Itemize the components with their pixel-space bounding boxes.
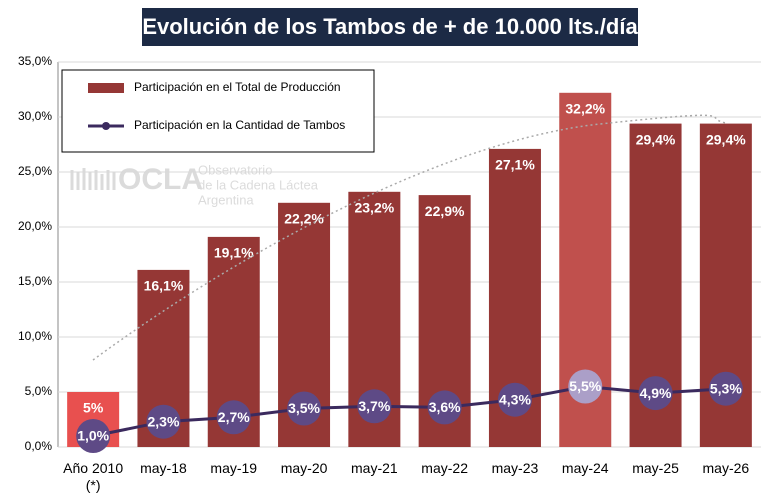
x-tick-label: may-25 [632,460,679,476]
y-tick-label: 35,0% [18,54,52,68]
watermark-line: de la Cadena Láctea [198,177,319,192]
legend-label: Participación en la Cantidad de Tambos [134,118,345,132]
marker [638,376,673,411]
line-value-label: 1,0% [77,428,109,444]
line-value-label: 4,9% [640,385,672,401]
bar-value-label: 22,2% [284,211,324,227]
x-tick-label: may-20 [280,460,328,476]
watermark-line: Argentina [198,192,254,207]
title-box [142,8,638,46]
watermark-line: Observatorio [198,162,272,177]
bar-value-label: 5% [83,400,104,416]
legend-swatch [88,83,124,93]
bar-value-label: 32,2% [565,101,605,117]
line-value-label: 3,5% [288,400,320,416]
line-value-label: 2,3% [147,413,179,429]
marker [497,382,532,417]
x-tick-label: may-22 [421,460,468,476]
watermark-logo: OCLA [118,163,203,196]
y-tick-label: 30,0% [18,109,52,123]
marker [708,371,743,406]
x-tick-label: may-23 [491,460,539,476]
bar-value-label: 29,4% [636,131,676,147]
line-value-label: 5,3% [710,380,742,396]
y-tick-label: 20,0% [18,219,52,233]
y-tick-label: 0,0% [25,439,53,453]
legend-marker [102,122,110,130]
line-value-label: 3,7% [358,398,390,414]
line-value-label: 3,6% [429,399,461,415]
bar-value-label: 22,9% [425,203,465,219]
watermark-icon [70,168,116,190]
bar-value-label: 16,1% [144,278,184,294]
trend-line [92,114,727,361]
x-tick-label: may-26 [702,460,750,476]
y-tick-label: 25,0% [18,164,52,178]
x-tick-label: may-19 [210,460,258,476]
marker [427,390,462,425]
marker [568,369,603,404]
y-tick-label: 5,0% [25,384,53,398]
x-tick-label: Año 2010 (*) [63,460,124,493]
watermark: OCLA Observatorio de la Cadena Láctea Ar… [70,162,319,207]
line-value-label: 2,7% [218,409,250,425]
x-tick-label: may-24 [561,460,609,476]
line [92,384,726,438]
bar-value-label: 23,2% [354,200,394,216]
marker [287,391,322,426]
bar-value-label: 27,1% [495,157,535,173]
marker [146,404,181,439]
y-tick-label: 10,0% [18,329,52,343]
line-value-label: 5,5% [569,378,601,394]
chart-title: Evolución de los Tambos de + de 10.000 l… [142,14,638,39]
line-value-label: 4,3% [499,391,531,407]
marker [216,400,251,435]
marker [357,389,392,424]
bar-value-label: 19,1% [214,245,254,261]
x-tick-label: may-21 [351,460,398,476]
bar-value-label: 29,4% [706,131,746,147]
x-tick-label: may-18 [140,460,187,476]
marker [76,419,111,453]
legend-label: Participación en el Total de Producción [134,80,341,94]
y-tick-label: 15,0% [18,274,52,288]
